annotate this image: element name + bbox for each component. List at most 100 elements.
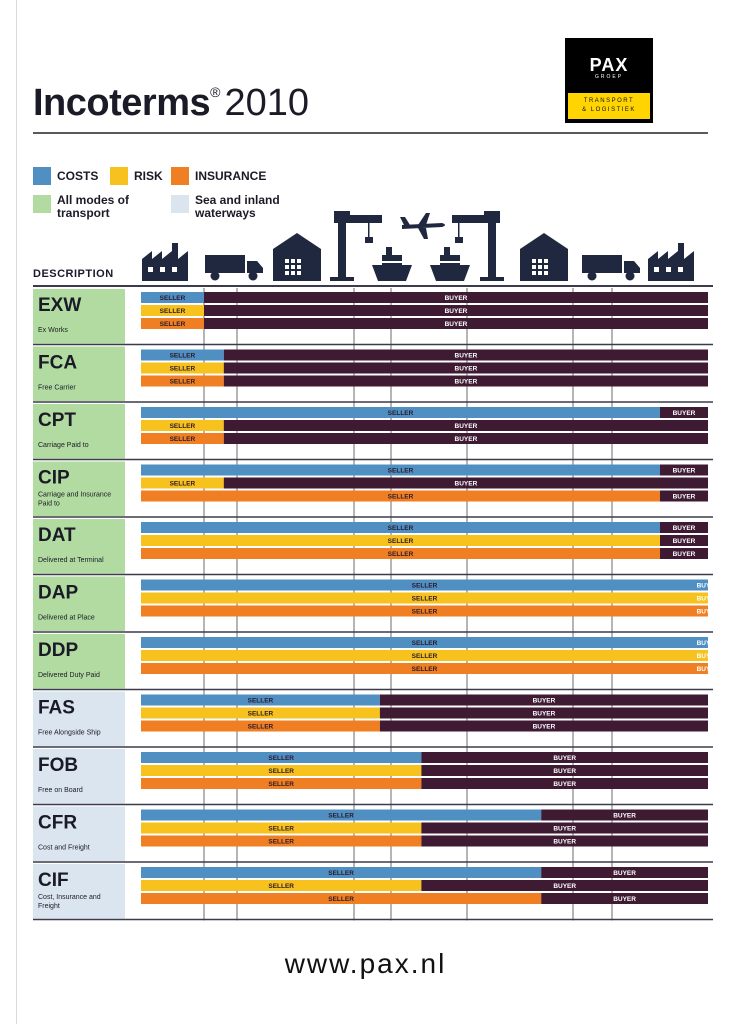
costs-seller-bar xyxy=(141,579,708,591)
term-row-cip: CIP Carriage and Insurance Paid to SELLER BU… xyxy=(33,461,713,518)
logo-sub: GROEP xyxy=(594,74,624,80)
insurance-seller-bar xyxy=(141,605,708,617)
insurance-buyer-label: BUYER xyxy=(673,551,696,558)
term-desc: Paid to xyxy=(38,501,60,508)
insurance-buyer-label: BUYER xyxy=(613,896,636,903)
insurance-buyer-label: BUYER xyxy=(697,666,720,673)
title-main: Incoterms xyxy=(33,82,211,124)
insurance-buyer-label: BUYER xyxy=(533,724,556,731)
costs-seller-label: SELLER xyxy=(268,755,294,762)
risk-seller-bar xyxy=(141,765,422,776)
risk-buyer-label: BUYER xyxy=(553,883,576,890)
title-year: 2010 xyxy=(224,82,309,124)
legend-sea-label: Sea and inland waterways xyxy=(195,193,280,220)
term-code: CIF xyxy=(38,870,69,891)
term-desc-cell xyxy=(33,634,125,689)
risk-seller-bar xyxy=(141,420,224,431)
term-code: FCA xyxy=(38,353,77,374)
term-row-fca: FCA Free Carrier SELLER BUYER SELLER BUYER SEL… xyxy=(33,346,713,403)
costs-seller-bar xyxy=(141,292,204,303)
footer-url[interactable]: www.pax.nl xyxy=(284,948,447,979)
term-desc: Cost, Insurance and xyxy=(38,894,101,901)
airplane-icon xyxy=(400,213,445,239)
insurance-seller-label: SELLER xyxy=(268,839,294,846)
legend-sea-swatch xyxy=(171,195,189,213)
legend-risk-label: RISK xyxy=(134,169,163,183)
insurance-seller-bar xyxy=(141,490,660,502)
page-title: Incoterms® 2010 xyxy=(33,70,309,125)
term-desc: Delivered at Terminal xyxy=(38,557,104,564)
term-desc: Free on Board xyxy=(38,787,83,794)
costs-buyer-label: BUYER xyxy=(697,583,720,590)
term-row-cfr: CFR Cost and Freight SELLER BUYER SELLER BUYE… xyxy=(33,806,713,863)
insurance-seller-label: SELLER xyxy=(412,609,438,616)
logo-tagline-2: & LOGISTIEK xyxy=(582,107,636,113)
risk-seller-label: SELLER xyxy=(412,653,438,660)
term-desc-cell xyxy=(33,749,125,804)
risk-buyer-label: BUYER xyxy=(697,653,720,660)
costs-buyer-bar xyxy=(421,752,708,763)
legend-costs-label: COSTS xyxy=(57,169,99,183)
legend-insurance-label: INSURANCE xyxy=(195,169,267,183)
term-code: CIP xyxy=(38,468,70,489)
costs-seller-bar xyxy=(141,349,224,361)
costs-buyer-bar xyxy=(660,464,708,476)
risk-buyer-bar xyxy=(204,305,708,316)
truck-icon xyxy=(582,255,640,281)
costs-buyer-label: BUYER xyxy=(673,525,696,532)
registered-mark: ® xyxy=(210,84,221,100)
term-row-fas: FAS Free Alongside Ship SELLER BUYER SELLER B… xyxy=(33,691,713,748)
insurance-seller-label: SELLER xyxy=(388,551,414,558)
risk-buyer-bar xyxy=(660,535,708,546)
risk-buyer-label: BUYER xyxy=(553,768,576,775)
costs-seller-label: SELLER xyxy=(160,295,186,302)
term-desc: Cost and Freight xyxy=(38,845,90,852)
insurance-seller-bar xyxy=(141,433,224,444)
risk-seller-label: SELLER xyxy=(268,883,294,890)
costs-seller-bar xyxy=(141,694,380,706)
costs-seller-label: SELLER xyxy=(328,813,354,820)
risk-seller-bar xyxy=(141,592,708,604)
risk-buyer-bar xyxy=(223,362,709,374)
insurance-seller-bar xyxy=(141,720,380,732)
pax-logo: PAX GROEP TRANSPORT & LOGISTIEK xyxy=(565,38,653,123)
insurance-buyer-bar xyxy=(223,375,709,387)
term-row-cif: CIF Cost, Insurance and Freight SELLER BUYER… xyxy=(33,864,713,921)
term-desc-cell xyxy=(33,806,125,861)
insurance-seller-bar xyxy=(141,835,422,847)
costs-seller-bar xyxy=(141,809,542,821)
insurance-buyer-label: BUYER xyxy=(445,321,468,328)
costs-buyer-bar xyxy=(379,694,708,706)
factory-icon xyxy=(142,243,188,281)
insurance-seller-bar xyxy=(141,548,660,559)
term-desc: Free Carrier xyxy=(38,385,76,392)
insurance-seller-label: SELLER xyxy=(248,724,274,731)
risk-buyer-bar xyxy=(421,822,708,834)
costs-seller-bar xyxy=(141,867,542,878)
costs-buyer-label: BUYER xyxy=(455,353,478,360)
insurance-seller-label: SELLER xyxy=(388,494,414,501)
risk-seller-label: SELLER xyxy=(268,826,294,833)
insurance-seller-bar xyxy=(141,778,422,789)
risk-buyer-label: BUYER xyxy=(673,538,696,545)
insurance-buyer-bar xyxy=(223,433,709,444)
insurance-seller-bar xyxy=(141,318,204,329)
insurance-buyer-bar xyxy=(660,548,708,559)
term-desc: Carriage and Insurance xyxy=(38,492,111,499)
costs-seller-bar xyxy=(141,464,660,476)
term-desc: Delivered at Place xyxy=(38,615,95,622)
insurance-buyer-bar xyxy=(379,720,708,732)
costs-seller-bar xyxy=(141,522,660,533)
costs-buyer-label: BUYER xyxy=(533,698,556,705)
insurance-buyer-bar xyxy=(421,778,708,789)
costs-seller-label: SELLER xyxy=(388,468,414,475)
term-row-dat: DAT Delivered at Terminal SELLER BUYER SELLE… xyxy=(33,519,713,576)
term-code: DDP xyxy=(38,640,78,661)
risk-seller-bar xyxy=(141,822,422,834)
risk-buyer-label: BUYER xyxy=(455,481,478,488)
insurance-seller-label: SELLER xyxy=(170,379,196,386)
term-code: EXW xyxy=(38,295,81,316)
insurance-buyer-label: BUYER xyxy=(673,494,696,501)
risk-seller-label: SELLER xyxy=(160,308,186,315)
term-desc-cell xyxy=(33,691,125,746)
